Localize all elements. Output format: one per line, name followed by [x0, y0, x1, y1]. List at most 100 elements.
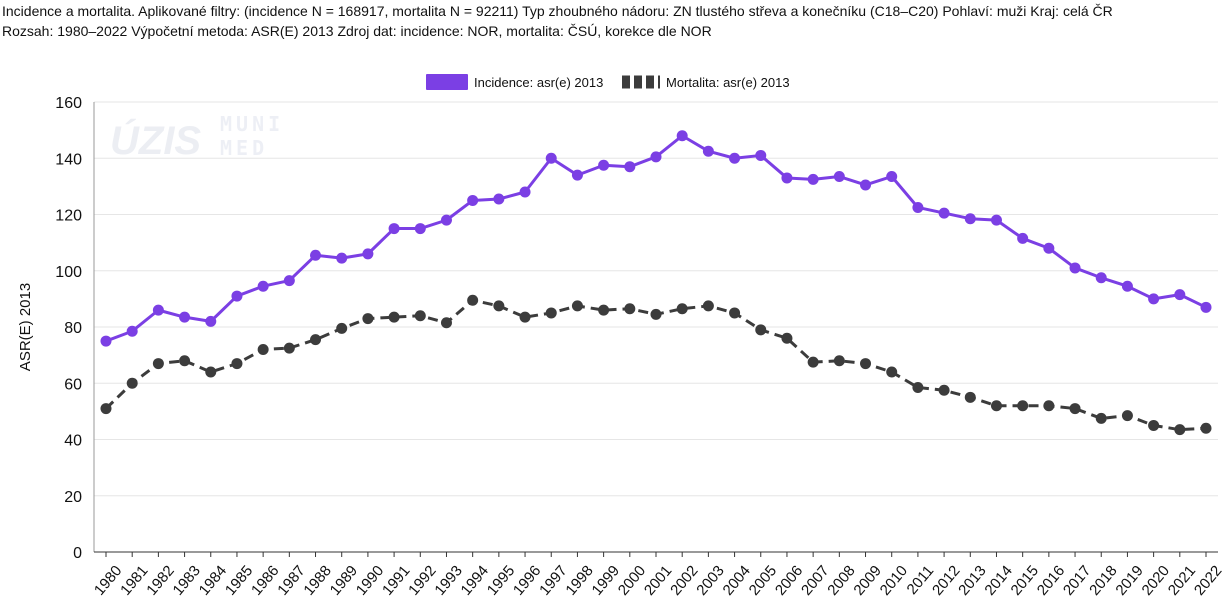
data-point[interactable]: [598, 304, 610, 316]
data-point[interactable]: [1200, 422, 1212, 434]
data-point[interactable]: [729, 307, 741, 319]
data-point[interactable]: [179, 355, 191, 367]
data-point[interactable]: [938, 384, 950, 396]
y-tick-label: 80: [64, 320, 82, 337]
data-point[interactable]: [362, 313, 374, 325]
x-tick-label: 1990: [353, 562, 387, 598]
data-point[interactable]: [598, 159, 610, 171]
data-point[interactable]: [1095, 272, 1107, 284]
data-point[interactable]: [990, 400, 1002, 412]
data-point[interactable]: [571, 169, 583, 181]
data-point[interactable]: [205, 315, 217, 327]
data-point[interactable]: [126, 325, 138, 337]
data-point[interactable]: [205, 366, 217, 378]
data-point[interactable]: [781, 172, 793, 184]
data-point[interactable]: [624, 161, 636, 173]
data-point[interactable]: [702, 145, 714, 157]
data-point[interactable]: [624, 303, 636, 315]
x-tick-label: 2012: [929, 562, 963, 598]
data-point[interactable]: [1200, 301, 1212, 313]
data-point[interactable]: [676, 303, 688, 315]
data-point[interactable]: [310, 249, 322, 261]
data-point[interactable]: [388, 311, 400, 323]
data-point[interactable]: [650, 151, 662, 163]
data-point[interactable]: [388, 223, 400, 235]
data-point[interactable]: [1148, 293, 1160, 305]
data-point[interactable]: [1017, 232, 1029, 244]
data-point[interactable]: [1069, 262, 1081, 274]
data-point[interactable]: [1043, 242, 1055, 254]
data-point[interactable]: [414, 310, 426, 322]
data-point[interactable]: [362, 248, 374, 260]
data-point[interactable]: [179, 311, 191, 323]
data-point[interactable]: [467, 194, 479, 206]
data-point[interactable]: [1043, 400, 1055, 412]
data-point[interactable]: [1121, 280, 1133, 292]
data-point[interactable]: [257, 344, 269, 355]
data-point[interactable]: [571, 300, 583, 312]
data-point[interactable]: [283, 275, 295, 287]
data-point[interactable]: [807, 356, 819, 368]
data-point[interactable]: [650, 308, 662, 320]
data-point[interactable]: [1121, 410, 1133, 422]
data-point[interactable]: [729, 152, 741, 164]
data-point[interactable]: [807, 173, 819, 185]
watermark-logos: ÚZIS MUNI MED: [110, 112, 280, 163]
data-point[interactable]: [440, 214, 452, 226]
data-point[interactable]: [310, 334, 322, 346]
data-point[interactable]: [440, 317, 452, 329]
data-point[interactable]: [1017, 400, 1029, 412]
legend-label: Incidence: asr(e) 2013: [474, 75, 603, 90]
y-tick-label: 40: [64, 433, 82, 450]
data-point[interactable]: [336, 252, 348, 264]
data-point[interactable]: [231, 358, 243, 370]
data-point[interactable]: [100, 403, 112, 415]
x-tick-label: 2016: [1034, 562, 1068, 598]
data-point[interactable]: [100, 335, 112, 347]
data-point[interactable]: [990, 214, 1002, 226]
data-point[interactable]: [912, 201, 924, 213]
data-point[interactable]: [964, 391, 976, 403]
data-point[interactable]: [283, 342, 295, 354]
series-incidence: [100, 130, 1212, 347]
x-tick-label: 2018: [1086, 562, 1120, 598]
data-point[interactable]: [886, 171, 898, 183]
data-point[interactable]: [519, 311, 531, 323]
data-point[interactable]: [860, 179, 872, 191]
data-point[interactable]: [519, 186, 531, 198]
x-tick-label: 2007: [798, 562, 832, 598]
data-point[interactable]: [545, 307, 557, 319]
data-point[interactable]: [152, 358, 164, 370]
legend-item[interactable]: Incidence: asr(e) 2013: [426, 74, 603, 90]
data-point[interactable]: [493, 193, 505, 205]
data-point[interactable]: [833, 355, 845, 367]
data-point[interactable]: [964, 213, 976, 225]
data-point[interactable]: [860, 358, 872, 370]
legend-item[interactable]: Mortalita: asr(e) 2013: [622, 75, 790, 90]
data-point[interactable]: [1069, 403, 1081, 415]
data-point[interactable]: [152, 304, 164, 316]
data-point[interactable]: [833, 171, 845, 183]
data-point[interactable]: [493, 300, 505, 312]
data-point[interactable]: [1174, 289, 1186, 301]
data-point[interactable]: [126, 377, 138, 389]
data-point[interactable]: [912, 381, 924, 393]
data-point[interactable]: [886, 366, 898, 378]
data-point[interactable]: [336, 322, 348, 334]
data-point[interactable]: [414, 223, 426, 235]
data-point[interactable]: [755, 324, 767, 336]
data-point[interactable]: [257, 280, 269, 292]
data-point[interactable]: [545, 152, 557, 164]
x-tick-label: 2011: [904, 562, 938, 598]
data-point[interactable]: [1148, 419, 1160, 431]
data-point[interactable]: [1174, 424, 1186, 436]
data-point[interactable]: [231, 290, 243, 302]
x-tick-label: 1987: [274, 562, 308, 598]
data-point[interactable]: [781, 332, 793, 344]
data-point[interactable]: [1095, 412, 1107, 424]
data-point[interactable]: [938, 207, 950, 219]
data-point[interactable]: [702, 300, 714, 312]
data-point[interactable]: [755, 149, 767, 161]
data-point[interactable]: [676, 130, 688, 142]
data-point[interactable]: [467, 294, 479, 306]
